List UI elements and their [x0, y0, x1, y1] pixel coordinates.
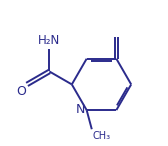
Text: O: O: [16, 85, 26, 98]
Text: CH₃: CH₃: [93, 131, 111, 141]
Text: H₂N: H₂N: [38, 34, 60, 47]
Text: N: N: [76, 103, 86, 116]
